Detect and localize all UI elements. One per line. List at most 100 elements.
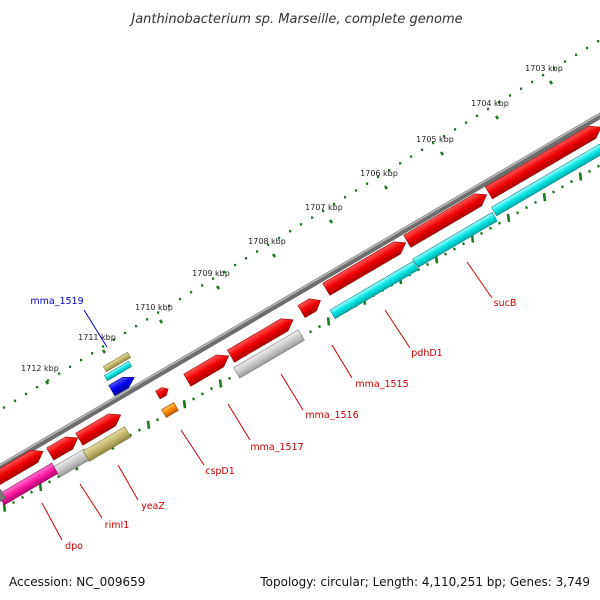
inner-scale-tick <box>488 226 493 230</box>
cds-orange <box>161 402 179 418</box>
kbp-tick <box>548 80 554 85</box>
cds-rgene <box>491 143 600 217</box>
cds-forward <box>46 436 79 461</box>
gene-label-leader <box>180 429 205 466</box>
gene-label-leader <box>227 403 251 441</box>
kbp-label: 1711 kbp <box>78 333 116 342</box>
accession-text: Accession: NC_009659 <box>9 575 145 589</box>
gene-label-leader <box>41 502 63 541</box>
gene-label: mma_1516 <box>305 410 358 421</box>
gene-label-leader <box>466 261 493 299</box>
kbp-tick <box>101 349 107 354</box>
gene-label-leader <box>331 344 353 379</box>
cds-forward <box>484 125 600 200</box>
cds-forward <box>226 318 294 363</box>
cds-cspD1 <box>155 387 169 400</box>
kbp-tick <box>439 151 445 156</box>
cds-forward <box>322 241 407 296</box>
inner-scale-tick <box>128 433 133 437</box>
kbp-tick <box>44 380 50 385</box>
inner-scale-tick <box>461 242 466 246</box>
inner-scale-tick <box>137 428 142 432</box>
kbp-label: 1707 kbp <box>305 203 343 212</box>
inner-scale-tick <box>533 200 538 204</box>
inner-scale-tick <box>542 193 547 202</box>
inner-scale-tick <box>497 221 502 225</box>
inner-scale-tick <box>182 400 187 409</box>
inner-scale-tick <box>560 185 565 189</box>
inner-scale-tick <box>146 420 151 430</box>
inner-scale-tick <box>326 317 331 326</box>
kbp-tick <box>328 219 334 224</box>
gene-label: yeaZ <box>141 501 165 512</box>
cds-forward <box>0 450 44 488</box>
inner-scale-tick <box>425 262 430 267</box>
inner-scale-tick <box>515 211 520 215</box>
inner-scale-tick <box>551 190 556 194</box>
cds-olive-small <box>102 351 132 373</box>
inner-scale-tick <box>191 397 196 401</box>
kbp-label: 1708 kbp <box>248 237 286 246</box>
inner-scale-tick <box>56 475 61 479</box>
inner-scale-tick <box>443 252 448 256</box>
kbp-label: 1710 kbp <box>135 303 173 312</box>
inner-scale-tick <box>578 172 583 181</box>
kbp-tick <box>158 319 164 324</box>
cds-forward <box>183 354 230 387</box>
kbp-label: 1712 kbp <box>21 364 59 373</box>
inner-scale-tick <box>452 247 457 251</box>
cds-forward <box>297 298 321 319</box>
inner-scale-tick <box>29 490 34 494</box>
gene-features <box>0 125 600 506</box>
gene-label: mma_1515 <box>355 379 408 390</box>
inner-scale-tick <box>227 376 232 380</box>
inner-scale-tick <box>20 495 25 499</box>
gene-label-leader <box>384 309 411 349</box>
inner-scale-tick <box>524 205 529 210</box>
kbp-tick <box>271 253 277 258</box>
inner-scale-tick <box>218 379 223 388</box>
cds-blue-mma1519 <box>108 377 135 397</box>
kbp-label: 1703 kbp <box>525 64 563 73</box>
gene-label: pdhD1 <box>411 348 442 359</box>
kbp-scale: 1703 kbp 1704 kbp 1705 kbp 1706 kbp 1707 kbp… <box>3 40 600 409</box>
inner-scale-tick <box>587 169 592 173</box>
map-title: Janthinobacterium sp. Marseille, complet… <box>128 12 462 27</box>
gene-label: rimI1 <box>105 520 130 531</box>
gene-label: dpo <box>65 541 83 552</box>
kbp-label: 1705 kbp <box>416 135 454 144</box>
inner-scale-tick <box>479 231 484 236</box>
inner-scale-tick <box>569 180 574 184</box>
gene-label-leader <box>280 373 304 411</box>
genome-backbone <box>0 112 600 471</box>
gene-label: mma_1517 <box>250 442 303 453</box>
gene-label-leader <box>117 464 139 501</box>
kbp-label: 1709 kbp <box>192 269 230 278</box>
cds-grey <box>233 329 305 379</box>
cds-grey-left <box>0 489 7 505</box>
gene-label: mma_1519 <box>30 296 83 307</box>
inner-scale-tick <box>11 500 16 505</box>
kbp-tick <box>215 285 221 290</box>
gene-label: sucB <box>494 298 517 309</box>
cds-pink <box>0 462 59 506</box>
inner-scale-tick <box>47 480 52 484</box>
topology-text: Topology: circular; Length: 4,110,251 bp… <box>259 575 590 589</box>
kbp-label: 1706 kbp <box>360 169 398 178</box>
cds-forward <box>75 413 122 446</box>
inner-scale-tick <box>416 268 421 272</box>
cds-rgene <box>329 261 419 319</box>
inner-scale-tick <box>317 324 322 329</box>
inner-scale-tick <box>155 418 160 422</box>
inner-scale-tick <box>209 387 214 391</box>
kbp-label: 1704 kbp <box>471 99 509 108</box>
gene-labels: sucB pdhD1 mma_1515 mma_1516 mma_1517 cspD1 ye… <box>30 261 517 552</box>
cds-forward <box>403 193 488 248</box>
gene-label: cspD1 <box>205 466 235 477</box>
inner-scale-tick <box>506 213 511 223</box>
cds-cyan-small <box>103 360 133 382</box>
kbp-tick <box>494 115 500 120</box>
inner-scale-tick <box>596 164 600 168</box>
